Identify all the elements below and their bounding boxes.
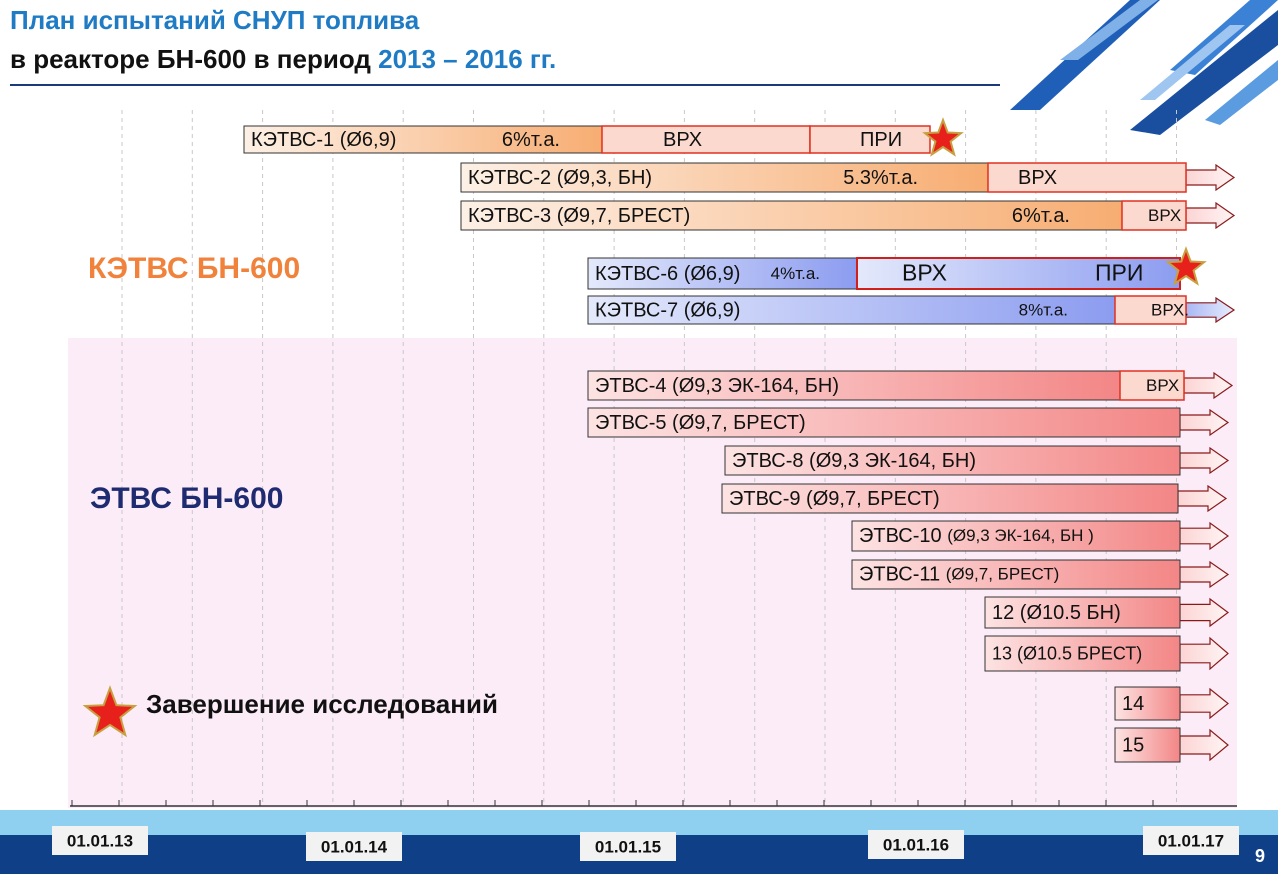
arrow [1183,371,1234,400]
bar-label: ЭТВС-11 [859,564,940,586]
bar-label: КЭТВС-1 (Ø6,9) [251,129,396,151]
bar-label: 13 (Ø10.5 БРЕСТ) [992,643,1142,663]
arrow [1179,446,1230,475]
stage [1121,200,1187,231]
date-box [306,832,402,861]
burnup: 4%т.а. [771,264,820,283]
bar-label: ЭТВС-8 (Ø9,3 ЭК-164, БН) [732,450,976,472]
bar-label: ЭТВС-11 (Ø9,7, БРЕСТ) [859,564,1059,586]
group-label: ЭТВС БН-600 [90,482,283,515]
bar-label: 12 (Ø10.5 БН) [992,602,1121,624]
bar [1114,727,1181,763]
stage-label: ВРХ [902,260,947,286]
decor [10,0,1278,135]
arrow [1185,296,1236,324]
date-label: 01.01.16 [883,835,949,854]
bar [587,295,1116,325]
arrow [1185,163,1236,192]
bar [587,257,858,290]
arrow [1185,201,1236,230]
page-number: 9 [1255,846,1265,866]
date-label: 01.01.13 [67,831,133,850]
burnup: 8%т.а. [1019,300,1068,319]
stage [601,125,811,154]
burnup: 5.3%т.а. [843,167,918,189]
bar [984,596,1181,629]
bar [587,407,1181,438]
bar-detail: (Ø9,3 ЭК-164, БН ) [947,526,1094,545]
stage-label: ВРХ [663,129,702,151]
burnup: 6%т.а. [502,129,560,151]
stage [1119,370,1185,401]
bar-label: КЭТВС-3 (Ø9,7, БРЕСТ) [468,205,690,227]
date-label: 01.01.15 [595,837,661,856]
date-label: 01.01.17 [1158,831,1224,850]
title: План испытаний СНУП топлива [10,5,420,35]
bar-label: КЭТВС-2 (Ø9,3, БН) [468,167,652,189]
axis-band [0,810,1278,835]
stage [809,125,931,154]
bar-label: 14 [1122,693,1144,715]
star [82,685,138,738]
date-box [52,826,148,855]
stage-label: ВРХ [1148,206,1181,225]
bar [460,200,1123,231]
arrow [1179,597,1229,628]
arrow [1179,636,1229,671]
bar-detail: (Ø9,7, БРЕСТ) [946,565,1060,584]
stage [856,257,1181,290]
star [922,117,964,157]
bar-label: 15 [1122,734,1144,756]
bar [721,483,1179,514]
stage-label: ПРИ [860,129,902,151]
bar [851,559,1181,590]
stage [1114,295,1187,325]
bar-label: КЭТВС-6 (Ø6,9) [595,263,740,285]
date-box [580,832,676,861]
bar-label: ЭТВС-10 [859,525,942,547]
bar [1114,686,1181,721]
stage-label: ВРХ [1018,167,1057,189]
bar-label: ЭТВС-10 (Ø9,3 ЭК-164, БН ) [859,525,1094,547]
arrow [1179,728,1229,762]
bar-label: ЭТВС-9 (Ø9,7, БРЕСТ) [729,488,940,510]
arrow [1179,408,1230,437]
date-box [868,830,964,859]
stage-label: ПРИ [1095,260,1143,286]
bar [724,445,1181,476]
arrow [1179,560,1230,589]
stage-label: ВРХ [1146,376,1179,395]
title: в реакторе БН-600 в период 2013 – 2016 г… [10,44,556,74]
stage [987,162,1187,193]
arrow [1179,521,1230,551]
burnup: 6%т.а. [1012,205,1070,227]
group-label: КЭТВС БН-600 [88,252,300,285]
bar [243,125,603,154]
bar-label: ЭТВС-5 (Ø9,7, БРЕСТ) [595,412,806,434]
bar [851,520,1181,552]
date-label: 01.01.14 [321,837,388,856]
legend-label: Завершение исследований [146,689,498,719]
arrow [1177,484,1228,513]
bar-label: КЭТВС-7 (Ø6,9) [595,299,740,321]
star [1165,246,1207,286]
bar [984,635,1181,672]
stage-label: ВРХ. [1151,300,1189,319]
arrow [1179,687,1229,720]
title-period: 2013 – 2016 гг. [378,44,556,74]
bar [460,162,989,193]
title-text: в реакторе БН-600 в период [10,44,371,74]
date-box [1143,826,1239,855]
bar-label: ЭТВС-4 (Ø9,3 ЭК-164, БН) [595,375,839,397]
